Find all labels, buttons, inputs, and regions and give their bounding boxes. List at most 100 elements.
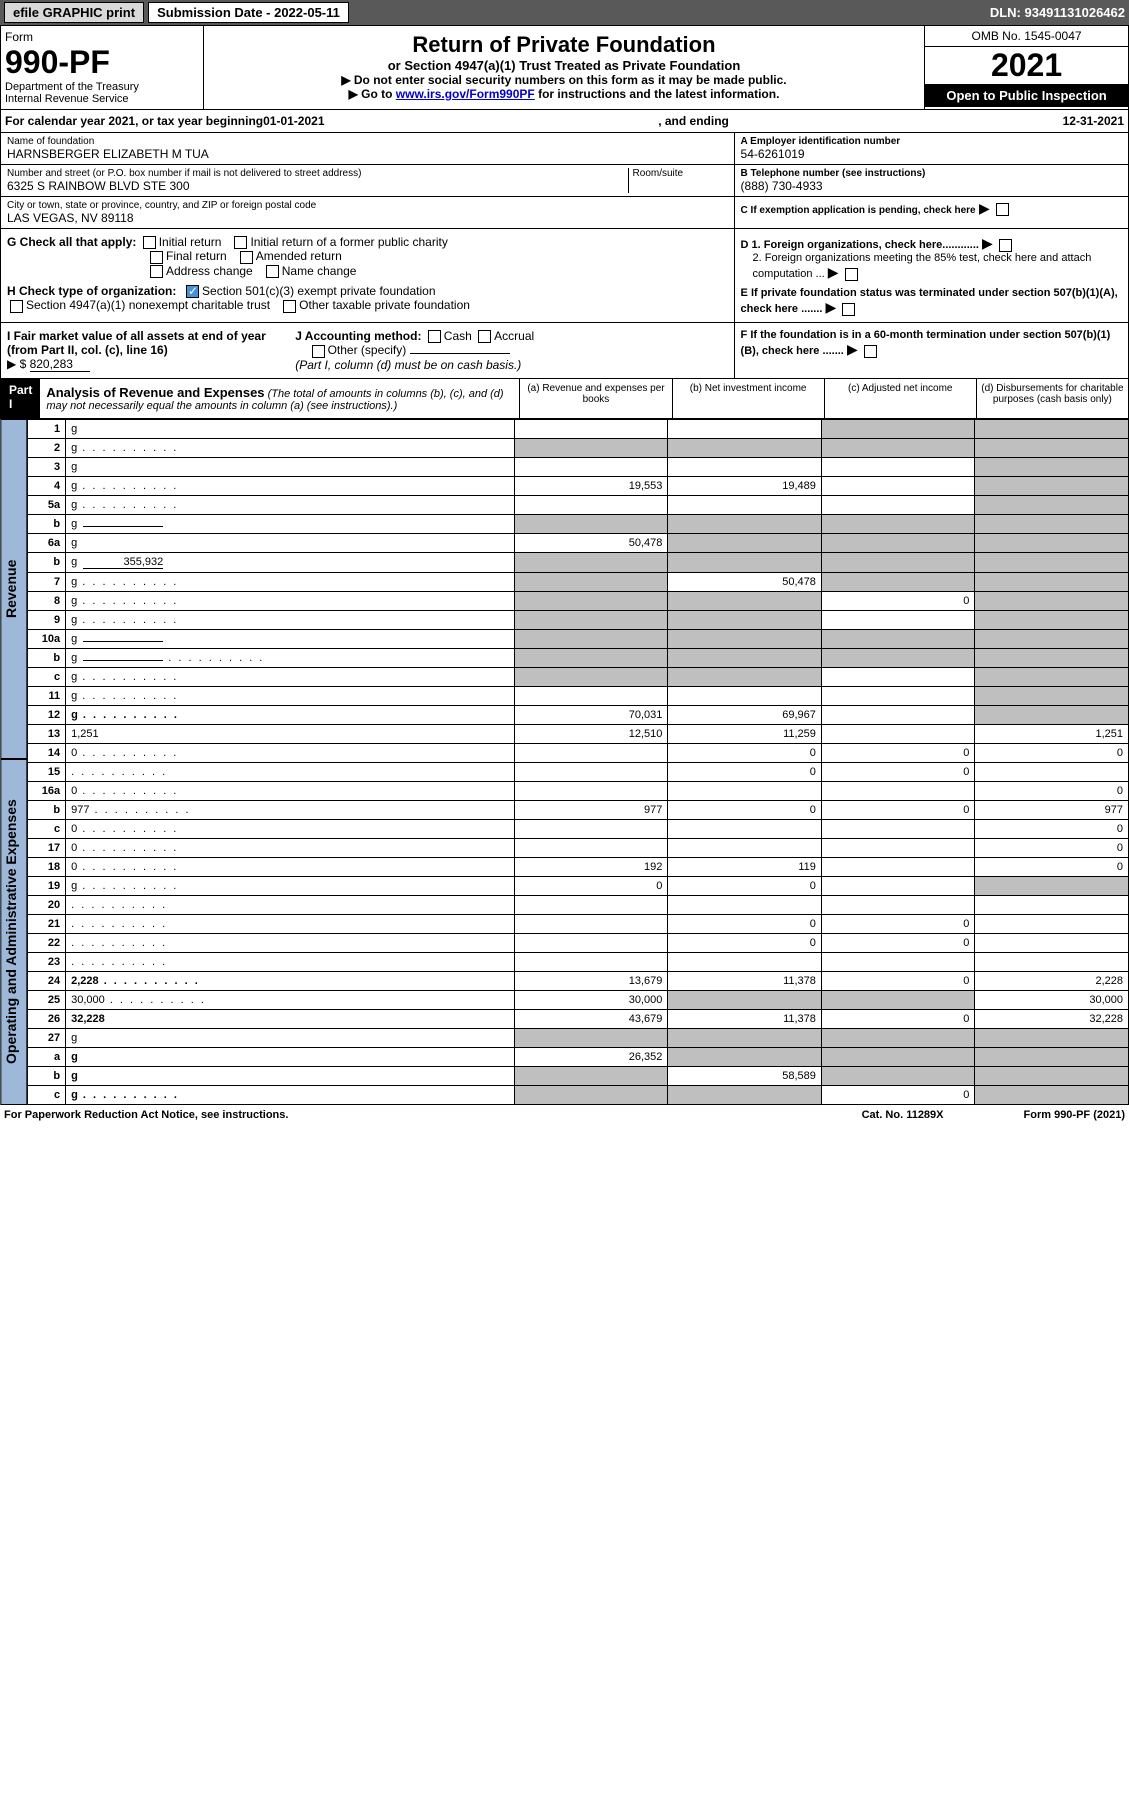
section-g-h: G Check all that apply: Initial return I… [0,229,1129,323]
cal-mid: , and ending [325,114,1063,128]
c-checkbox[interactable] [996,203,1009,216]
table-cell [975,458,1129,477]
col-a-header: (a) Revenue and expenses per books [519,379,671,418]
j-cash-checkbox[interactable] [428,330,441,343]
g-final-return-checkbox[interactable] [150,251,163,264]
submission-date: Submission Date - 2022-05-11 [148,2,349,23]
table-cell [514,630,668,649]
g-address-change-checkbox[interactable] [150,265,163,278]
table-cell: 27 [28,1029,66,1048]
table-cell [514,763,668,782]
table-cell: 0 [821,934,975,953]
table-row: 1500 [28,763,1129,782]
table-cell: 0 [821,1010,975,1029]
tax-year: 2021 [925,47,1128,84]
omb-number: OMB No. 1545-0047 [925,26,1128,47]
row-description: 0 [66,782,515,801]
table-cell: 0 [975,744,1129,763]
f-checkbox[interactable] [864,345,877,358]
open-public-badge: Open to Public Inspection [925,84,1128,107]
row-description: g [66,1086,515,1105]
table-row: bg355,932 [28,553,1129,573]
table-cell [514,1086,668,1105]
table-cell [821,573,975,592]
table-cell [975,439,1129,458]
table-cell [514,953,668,972]
table-cell [668,553,822,573]
g-initial-former-checkbox[interactable] [234,236,247,249]
e-checkbox[interactable] [842,303,855,316]
j-other-checkbox[interactable] [312,345,325,358]
h-4947-checkbox[interactable] [10,300,23,313]
table-cell [975,953,1129,972]
row-description: g [66,534,515,553]
efile-button[interactable]: efile GRAPHIC print [4,2,144,23]
city-state-zip: LAS VEGAS, NV 89118 [7,211,728,225]
table-cell [821,1029,975,1048]
table-cell [975,496,1129,515]
table-cell: 19,553 [514,477,668,496]
g-amended-checkbox[interactable] [240,251,253,264]
table-cell: 1,251 [975,725,1129,744]
table-row: 2g [28,439,1129,458]
table-cell [821,896,975,915]
h-501c3-checkbox[interactable] [186,285,199,298]
table-cell: 11,378 [668,972,822,991]
g-name-change-checkbox[interactable] [266,265,279,278]
table-cell: 26 [28,1010,66,1029]
row-description: g355,932 [66,553,515,573]
j-accrual-checkbox[interactable] [478,330,491,343]
form-title: Return of Private Foundation [210,32,918,58]
table-cell [821,858,975,877]
table-cell [668,668,822,687]
row-description: 977 [66,801,515,820]
part1-badge: Part I [1,379,40,418]
cal-pre: For calendar year 2021, or tax year begi… [5,114,263,128]
g-initial-return-checkbox[interactable] [143,236,156,249]
table-cell: 70,031 [514,706,668,725]
table-cell [668,496,822,515]
h-label: H Check type of organization: [7,284,176,298]
table-cell: c [28,820,66,839]
table-cell: 0 [975,820,1129,839]
table-row: 7g50,478 [28,573,1129,592]
row-description: g [66,668,515,687]
table-cell [821,496,975,515]
g-opt-3: Amended return [256,249,342,263]
h-other-taxable-checkbox[interactable] [283,300,296,313]
d2-checkbox[interactable] [845,268,858,281]
table-cell: 10a [28,630,66,649]
ein-value: 54-6261019 [741,147,1122,161]
row-description [66,953,515,972]
expenses-side-label: Operating and Administrative Expenses [0,759,27,1105]
d1-checkbox[interactable] [999,239,1012,252]
table-cell [668,687,822,706]
row-description: g [66,1067,515,1086]
g-opt-4: Address change [166,264,253,278]
row-description: g [66,877,515,896]
table-cell [821,687,975,706]
table-cell: 0 [821,972,975,991]
table-row: c00 [28,820,1129,839]
table-cell: 11,259 [668,725,822,744]
row-description: 32,228 [66,1010,515,1029]
table-cell: 23 [28,953,66,972]
irs-link[interactable]: www.irs.gov/Form990PF [396,87,535,101]
d2-label: 2. Foreign organizations meeting the 85%… [753,252,1092,280]
table-cell: 0 [821,801,975,820]
table-row: bg58,589 [28,1067,1129,1086]
table-cell [821,553,975,573]
table-cell: 20 [28,896,66,915]
table-cell: 19 [28,877,66,896]
table-cell [975,534,1129,553]
table-cell: 43,679 [514,1010,668,1029]
table-cell [668,515,822,534]
instr2-post: for instructions and the latest informat… [535,87,780,101]
table-cell: 0 [668,934,822,953]
table-cell [668,896,822,915]
table-row: 16a00 [28,782,1129,801]
g-label: G Check all that apply: [7,235,136,249]
table-cell: 7 [28,573,66,592]
table-row: 140000 [28,744,1129,763]
row-description: g [66,649,515,668]
